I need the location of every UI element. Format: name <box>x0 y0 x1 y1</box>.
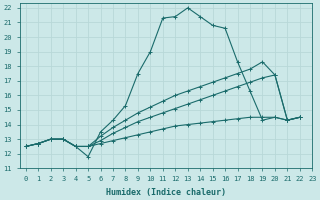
X-axis label: Humidex (Indice chaleur): Humidex (Indice chaleur) <box>106 188 226 197</box>
